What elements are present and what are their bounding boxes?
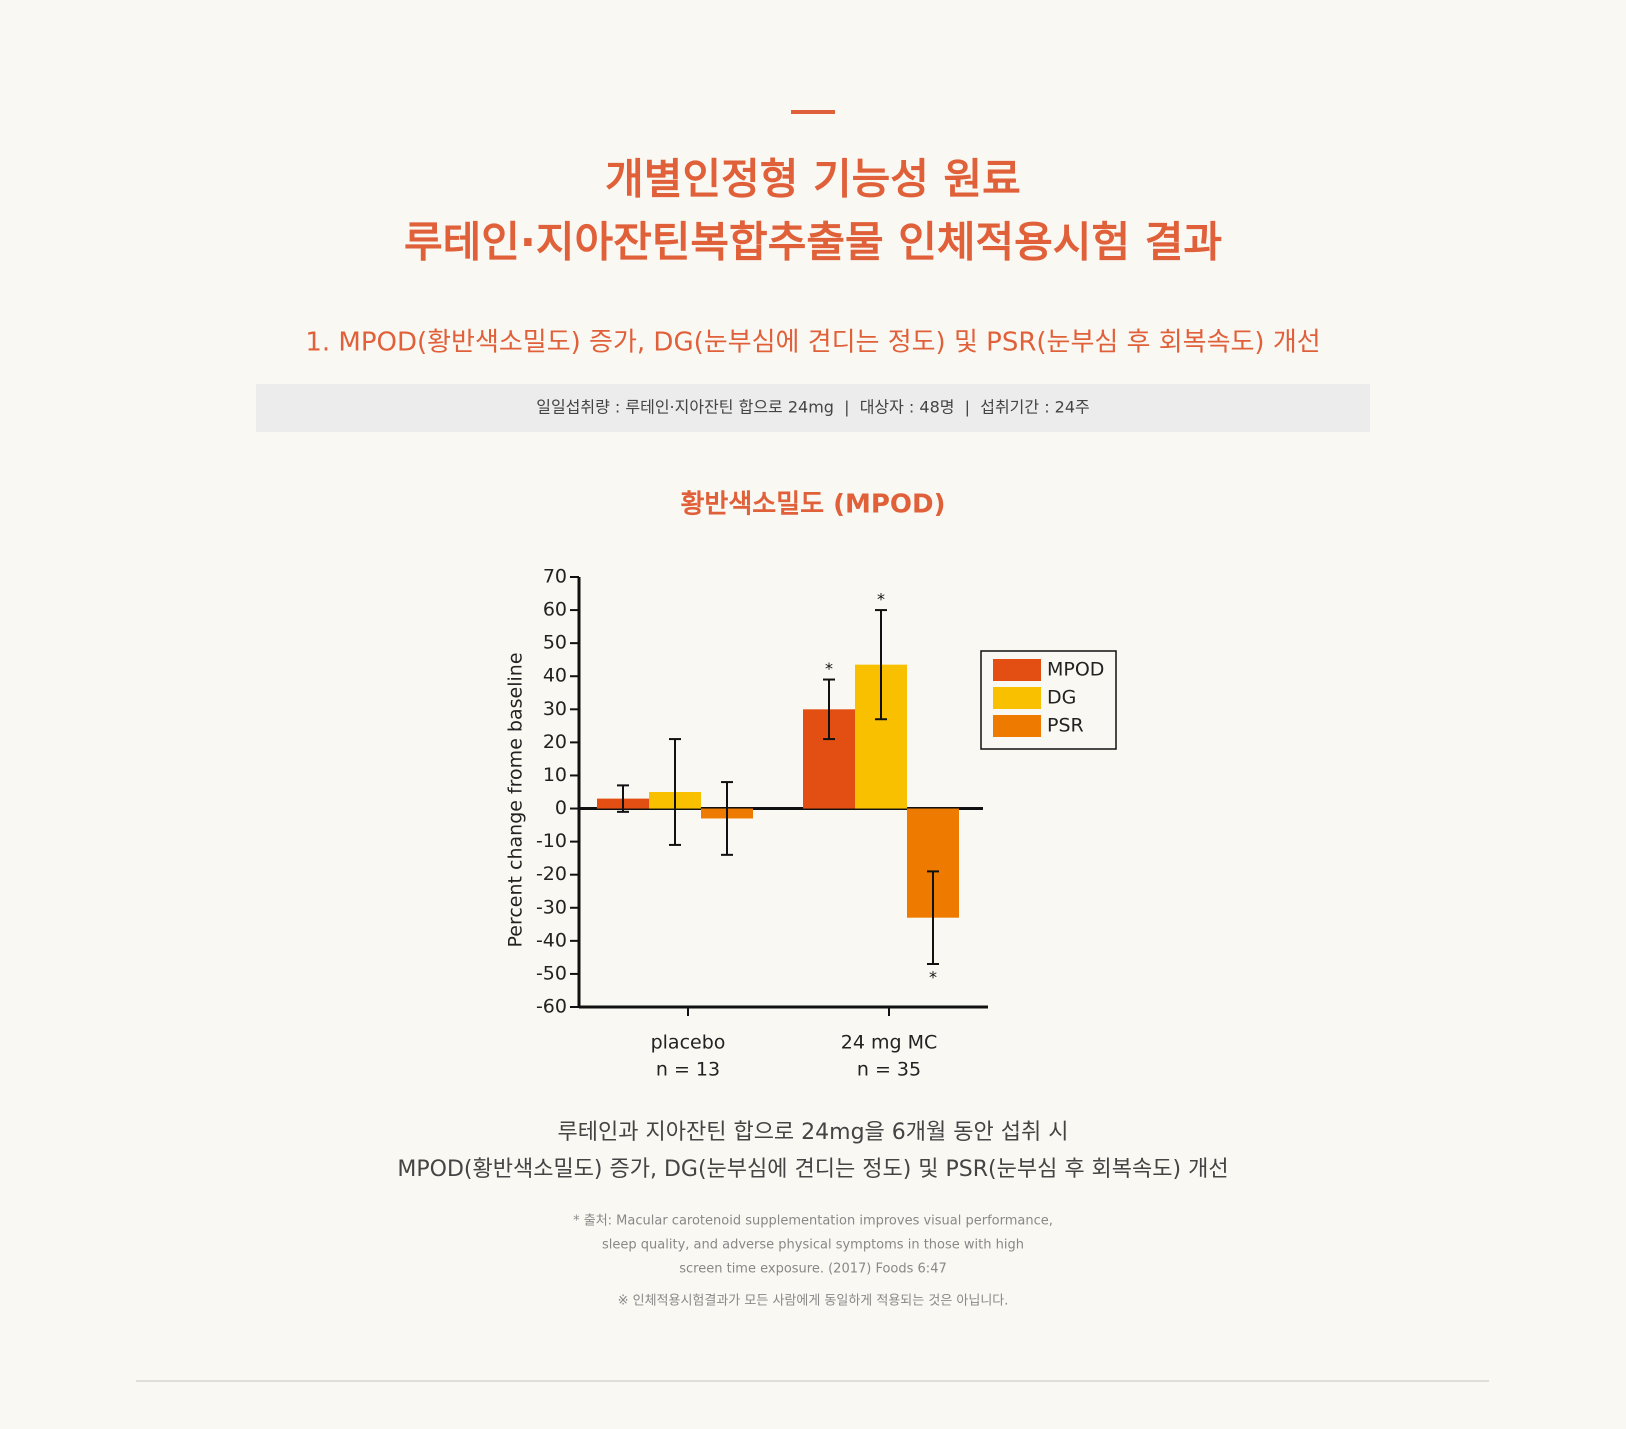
y-tick-label: 0: [555, 797, 567, 819]
chart-title: 황반색소밀도 (MPOD): [681, 490, 946, 520]
summary-line: 루테인과 지아잔틴 합으로 24mg을 6개월 동안 섭취 시: [558, 1120, 1069, 1145]
y-tick-label: 40: [543, 665, 567, 687]
legend-swatch: [993, 715, 1041, 737]
legend-label: PSR: [1047, 715, 1084, 737]
y-tick-label: 50: [543, 632, 567, 654]
source-line: * 출처: Macular carotenoid supplementation…: [573, 1214, 1053, 1229]
legend-label: DG: [1047, 687, 1076, 709]
title-line: 개별인정형 기능성 원료: [605, 155, 1021, 204]
x-tick-label: 24 mg MC: [841, 1032, 937, 1054]
source-line: sleep quality, and adverse physical symp…: [602, 1238, 1024, 1253]
subtitle: 1. MPOD(황반색소밀도) 증가, DG(눈부심에 견디는 정도) 및 PS…: [305, 328, 1320, 358]
y-tick-label: -40: [536, 929, 567, 951]
significance-marker: *: [929, 968, 937, 987]
y-tick-label: -60: [536, 996, 567, 1018]
legend-box: [980, 650, 1117, 750]
legend-label: MPOD: [1047, 659, 1104, 681]
title-line: 루테인·지아잔틴복합추출물 인체적용시험 결과: [404, 218, 1222, 267]
y-tick-label: -10: [536, 830, 567, 852]
y-tick-label: -50: [536, 962, 567, 984]
legend-swatch: [993, 659, 1041, 681]
y-axis-label: Percent change frome baseline: [505, 652, 527, 947]
y-tick-label: -20: [536, 863, 567, 885]
y-tick-label: 20: [543, 731, 567, 753]
source-line: screen time exposure. (2017) Foods 6:47: [679, 1262, 946, 1277]
notice: ※ 인체적용시험결과가 모든 사람에게 동일하게 적용되는 것은 아닙니다.: [618, 1294, 1009, 1309]
y-tick-label: 30: [543, 698, 567, 720]
significance-marker: *: [825, 659, 833, 678]
y-tick-label: -30: [536, 896, 567, 918]
summary-line: MPOD(황반색소밀도) 증가, DG(눈부심에 견디는 정도) 및 PSR(눈…: [397, 1157, 1228, 1182]
x-tick-label: placebo: [651, 1032, 726, 1054]
y-tick-label: 10: [543, 764, 567, 786]
significance-marker: *: [877, 590, 885, 609]
x-tick-note: n = 35: [857, 1059, 921, 1081]
info-box: [256, 384, 1370, 432]
y-tick-label: 60: [543, 599, 567, 621]
y-tick-label: 70: [543, 566, 567, 588]
legend-swatch: [993, 687, 1041, 709]
x-tick-note: n = 13: [656, 1059, 720, 1081]
info-text: 일일섭취량 : 루테인·지아잔틴 합으로 24mg | 대상자 : 48명 | …: [536, 398, 1090, 417]
